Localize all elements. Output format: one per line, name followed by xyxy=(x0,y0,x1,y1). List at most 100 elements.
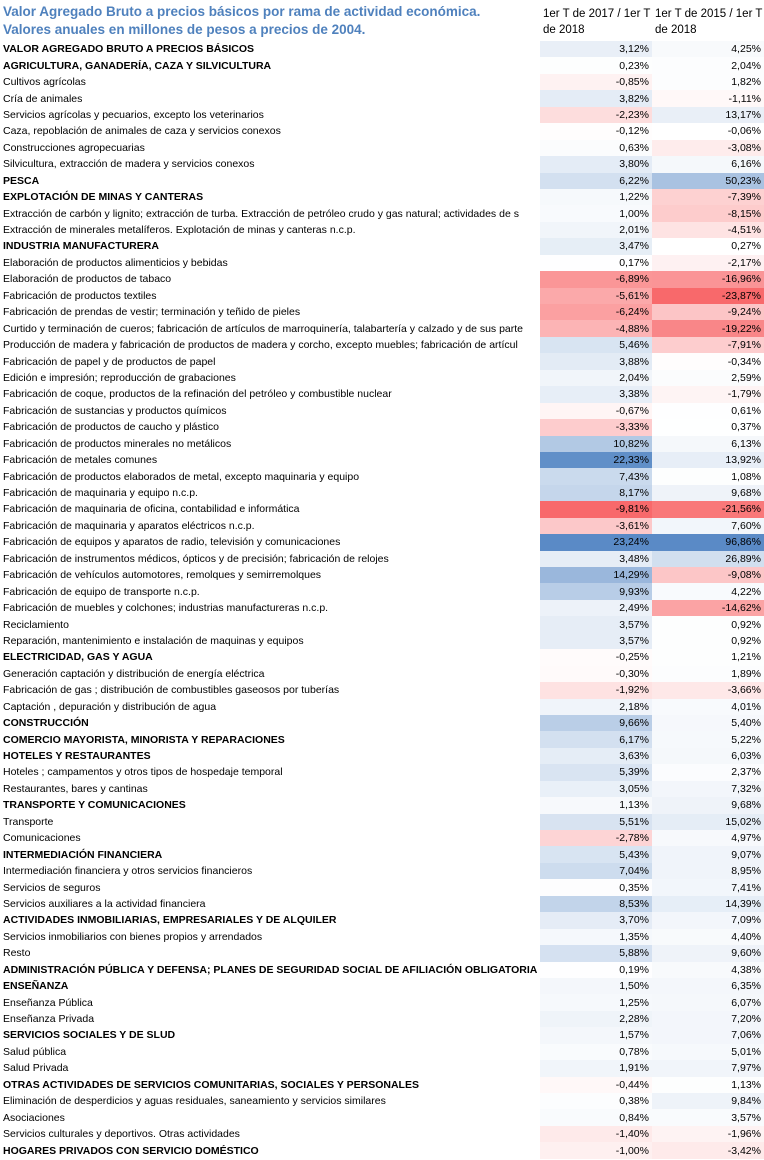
row-label: CONSTRUCCIÓN xyxy=(3,717,89,730)
table-row: Fabricación de maquinaria y equipo n.c.p… xyxy=(0,484,764,502)
value-cell: 7,09% xyxy=(652,912,764,929)
value-cell: 1,50% xyxy=(540,977,652,995)
value-cell: 2,18% xyxy=(540,698,652,715)
table-row: Extracción de minerales metalíferos. Exp… xyxy=(0,221,764,239)
table-row: COMERCIO MAYORISTA, MINORISTA Y REPARACI… xyxy=(0,731,764,748)
value-cell: 0,35% xyxy=(540,879,652,896)
table-row: Fabricación de metales comunes 22,33% 13,9… xyxy=(0,451,764,469)
row-label: Extracción de carbón y lignito; extracci… xyxy=(3,207,519,220)
table-row: Intermediación financiera y otros servic… xyxy=(0,862,764,880)
value-cell: 3,47% xyxy=(540,238,652,255)
value-cell: 1,82% xyxy=(652,73,764,91)
row-label: Reparación, mantenimiento e instalación … xyxy=(3,634,304,647)
value-cell: 1,08% xyxy=(652,468,764,485)
row-label: Reciclamiento xyxy=(3,618,69,631)
value-cell: 1,00% xyxy=(540,205,652,222)
row-label: INDUSTRIA MANUFACTURERA xyxy=(3,240,159,253)
value-cell: -4,51% xyxy=(652,221,764,239)
table-row: HOGARES PRIVADOS CON SERVICIO DOMÉSTICO -… xyxy=(0,1142,764,1159)
table-row: ADMINISTRACIÓN PÚBLICA Y DEFENSA; PLANES… xyxy=(0,961,764,978)
value-cell: 5,88% xyxy=(540,945,652,962)
value-cell: 9,68% xyxy=(652,484,764,502)
row-label: Fabricación de papel y de productos de p… xyxy=(3,355,216,368)
table-row: Fabricación de productos elaborados de m… xyxy=(0,468,764,485)
value-cell: -1,40% xyxy=(540,1125,652,1143)
table-row: Servicios culturales y deportivos. Otras… xyxy=(0,1125,764,1143)
value-cell: 4,40% xyxy=(652,928,764,946)
value-cell: 14,39% xyxy=(652,895,764,913)
value-cell: 9,66% xyxy=(540,714,652,732)
value-cell: -8,15% xyxy=(652,205,764,222)
value-cell: 0,17% xyxy=(540,254,652,272)
row-label: Extracción de minerales metalíferos. Exp… xyxy=(3,224,356,237)
table-row: Cultivos agrícolas -0,85% 1,82% xyxy=(0,73,764,91)
row-label: Fabricación de prendas de vestir; termin… xyxy=(3,306,301,319)
value-cell: 1,13% xyxy=(652,1076,764,1093)
value-cell: 3,88% xyxy=(540,353,652,370)
table-row: Asociaciones 0,84% 3,57% xyxy=(0,1109,764,1126)
value-cell: 9,60% xyxy=(652,945,764,962)
table-row: Extracción de carbón y lignito; extracci… xyxy=(0,205,764,222)
table-row: INDUSTRIA MANUFACTURERA 3,47% 0,27% xyxy=(0,238,764,255)
value-cell: 13,17% xyxy=(652,106,764,124)
table-row: ACTIVIDADES INMOBILIARIAS, EMPRESARIALES… xyxy=(0,912,764,929)
value-cell: -0,12% xyxy=(540,123,652,140)
value-cell: 9,68% xyxy=(652,797,764,814)
row-label: Silvicultura, extracción de madera y ser… xyxy=(3,158,255,171)
table-row: Hoteles ; campamentos y otros tipos de h… xyxy=(0,764,764,781)
row-label: Comunicaciones xyxy=(3,832,81,845)
table-row: PESCA 6,22% 50,23% xyxy=(0,172,764,189)
value-cell: 14,29% xyxy=(540,567,652,584)
table-row: ELECTRICIDAD, GAS Y AGUA -0,25% 1,21% xyxy=(0,649,764,666)
row-label: ACTIVIDADES INMOBILIARIAS, EMPRESARIALES… xyxy=(3,914,337,927)
value-cell: 3,38% xyxy=(540,386,652,403)
row-label: Elaboración de productos alimenticios y … xyxy=(3,256,228,269)
table-row: Silvicultura, extracción de madera y ser… xyxy=(0,156,764,173)
row-label: Transporte xyxy=(3,815,54,828)
table-row: Servicios inmobiliarios con bienes propi… xyxy=(0,928,764,946)
table-row: Servicios agrícolas y pecuarios, excepto… xyxy=(0,106,764,124)
value-cell: 1,25% xyxy=(540,994,652,1011)
row-label: Fabricación de vehículos automotores, re… xyxy=(3,569,322,582)
row-label: Fabricación de metales comunes xyxy=(3,454,158,467)
value-cell: 2,37% xyxy=(652,764,764,781)
value-cell: 7,04% xyxy=(540,862,652,880)
value-cell: -5,61% xyxy=(540,287,652,304)
table-row: Reciclamiento 3,57% 0,92% xyxy=(0,616,764,633)
value-cell: -9,08% xyxy=(652,567,764,584)
value-cell: 5,46% xyxy=(540,336,652,354)
value-cell: 0,27% xyxy=(652,238,764,255)
value-cell: 8,17% xyxy=(540,484,652,502)
row-label: Servicios inmobiliarios con bienes propi… xyxy=(3,930,263,943)
value-cell: 4,25% xyxy=(652,41,764,58)
row-label: Servicios auxiliares a la actividad fina… xyxy=(3,897,206,910)
table-row: Curtido y terminación de cueros; fabrica… xyxy=(0,320,764,337)
table-row: Fabricación de productos textiles -5,61% -… xyxy=(0,287,764,304)
value-cell: 2,28% xyxy=(540,1010,652,1028)
value-cell: 15,02% xyxy=(652,813,764,830)
value-cell: 7,32% xyxy=(652,780,764,798)
table-row: Salud Privada 1,91% 7,97% xyxy=(0,1060,764,1077)
value-cell: 0,23% xyxy=(540,57,652,74)
row-label: Servicios agrícolas y pecuarios, excepto… xyxy=(3,108,264,121)
value-cell: -6,89% xyxy=(540,271,652,288)
value-cell: 5,40% xyxy=(652,714,764,732)
value-cell: -14,62% xyxy=(652,599,764,617)
table-row: Fabricación de maquinaria de oficina, co… xyxy=(0,501,764,518)
value-cell: 0,84% xyxy=(540,1109,652,1126)
value-cell: 3,05% xyxy=(540,780,652,798)
table-row: Comunicaciones -2,78% 4,97% xyxy=(0,830,764,847)
table-row: Fabricación de instrumentos médicos, ópt… xyxy=(0,550,764,567)
value-cell: 22,33% xyxy=(540,451,652,469)
row-label: Fabricación de equipos y aparatos de rad… xyxy=(3,536,341,549)
table-row: CONSTRUCCIÓN 9,66% 5,40% xyxy=(0,714,764,732)
table-row: Fabricación de productos minerales no me… xyxy=(0,435,764,452)
table-row: Fabricación de equipos y aparatos de rad… xyxy=(0,534,764,551)
table-row: Resto 5,88% 9,60% xyxy=(0,945,764,962)
row-label: Fabricación de productos textiles xyxy=(3,289,157,302)
value-cell: 1,57% xyxy=(540,1027,652,1044)
value-cell: 50,23% xyxy=(652,172,764,189)
value-cell: 3,48% xyxy=(540,550,652,567)
row-label: Salud pública xyxy=(3,1045,67,1058)
